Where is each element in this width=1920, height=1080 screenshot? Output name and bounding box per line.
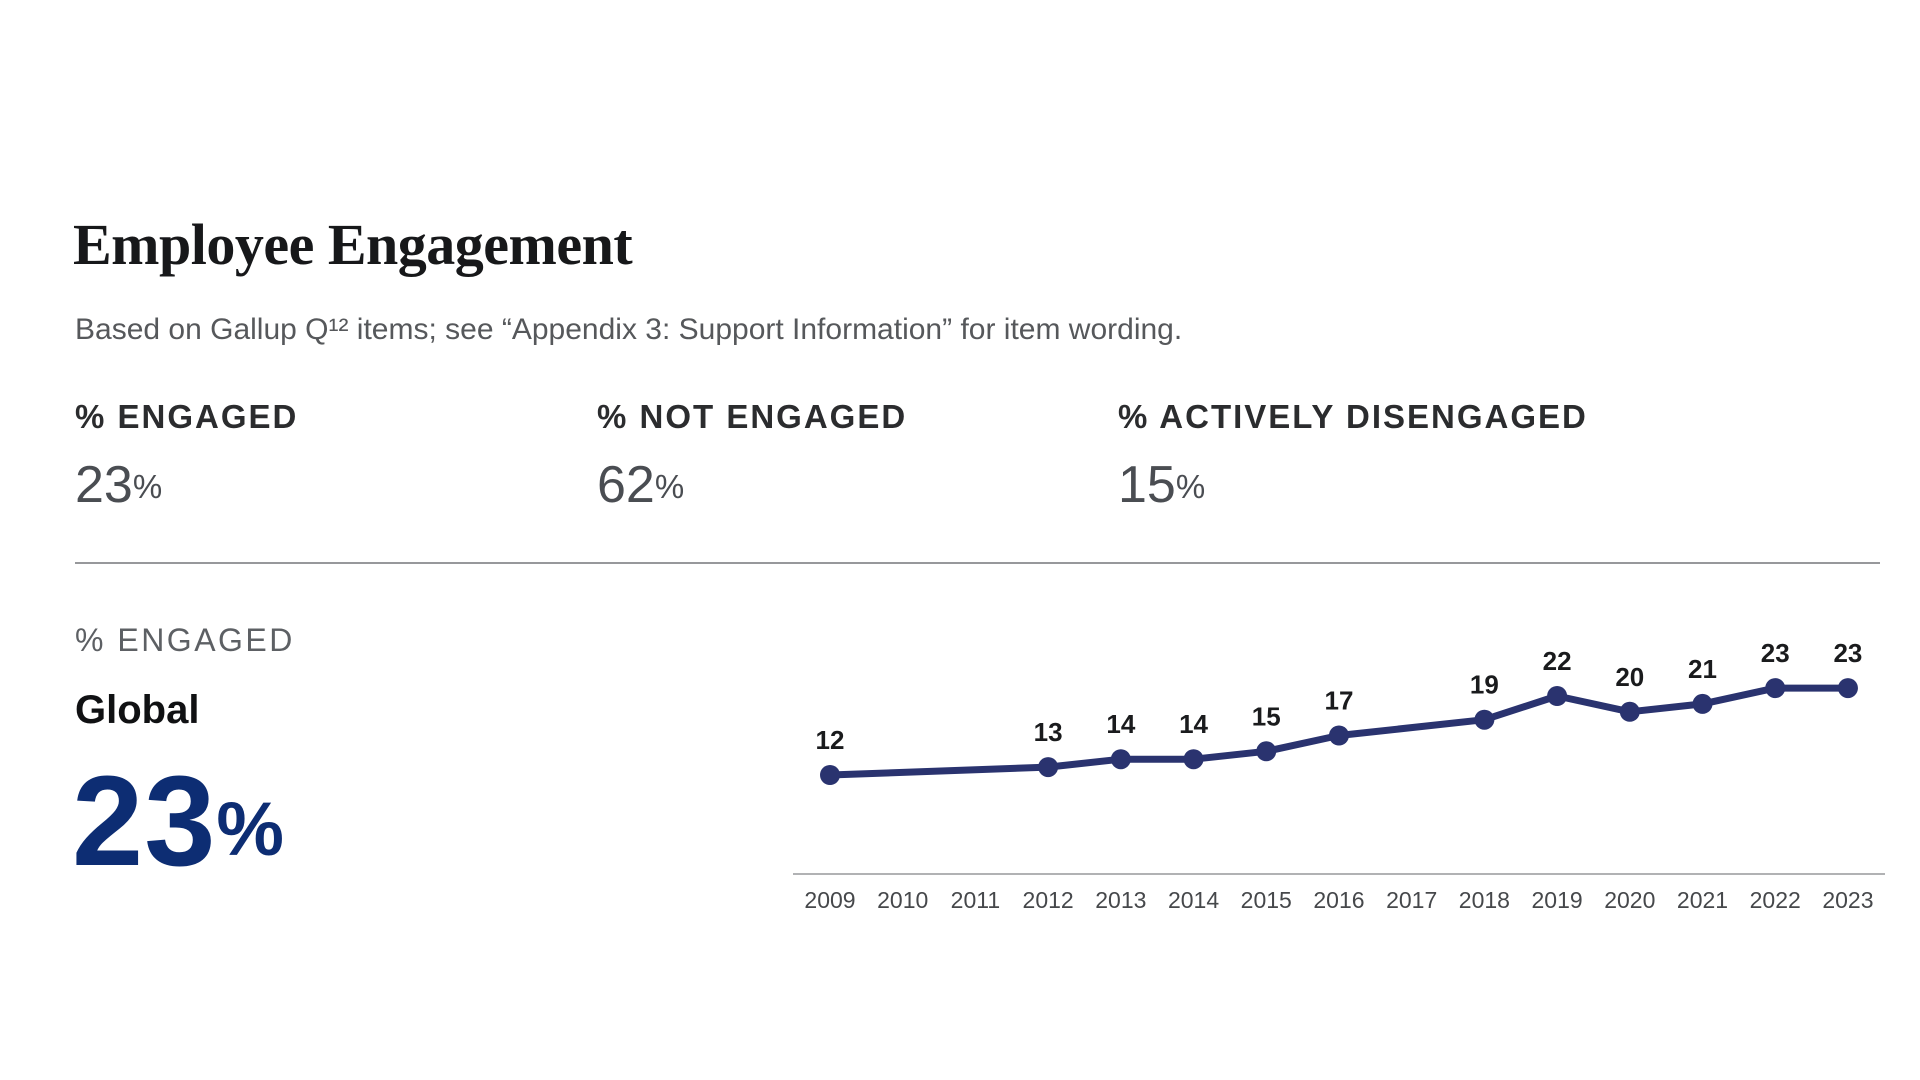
chart-section-label: % ENGAGED [75, 622, 295, 658]
data-point-2020 [1619, 701, 1640, 722]
year-tick-2023: 2023 [1822, 887, 1873, 913]
stat-not-engaged: % NOT ENGAGED 62% [597, 398, 908, 516]
global-engagement-big-value: 23% [72, 758, 284, 886]
year-tick-2014: 2014 [1168, 887, 1219, 913]
data-point-2015 [1256, 741, 1277, 762]
stat-actively-disengaged-unit: % [1175, 468, 1206, 506]
data-label-2012: 13 [1034, 717, 1063, 747]
stat-not-engaged-unit: % [654, 468, 685, 506]
data-label-2018: 19 [1470, 670, 1499, 700]
data-point-2012 [1038, 757, 1059, 778]
engagement-line [826, 684, 1852, 779]
data-label-2013: 14 [1106, 709, 1135, 739]
year-tick-2013: 2013 [1095, 887, 1146, 913]
data-label-2009: 12 [816, 725, 845, 755]
year-tick-2020: 2020 [1604, 887, 1655, 913]
data-point-2013 [1110, 749, 1131, 770]
year-tick-2017: 2017 [1386, 887, 1437, 913]
stat-not-engaged-label: % NOT ENGAGED [597, 398, 908, 435]
engagement-line-chart: 2009 2010 2011 2012 2013 2014 2015 2016 2017 2018… [770, 630, 1920, 930]
section-divider [75, 562, 1880, 564]
stat-engaged-value: 23% [75, 456, 298, 516]
data-point-2014 [1183, 749, 1204, 770]
data-label-2019: 22 [1543, 646, 1572, 676]
year-tick-2018: 2018 [1459, 887, 1510, 913]
engagement-line-chart-svg: 2009 2010 2011 2012 2013 2014 2015 2016 2017 2018… [793, 638, 1885, 913]
stat-not-engaged-value: 62% [597, 456, 907, 516]
stat-actively-disengaged-label: % ACTIVELY DISENGAGED [1118, 398, 1588, 435]
data-point-2019 [1547, 686, 1568, 706]
stat-not-engaged-number: 62 [597, 456, 655, 515]
data-label-2015: 15 [1252, 701, 1281, 731]
data-label-2022: 23 [1761, 638, 1790, 668]
year-tick-2011: 2011 [951, 887, 1000, 913]
stat-engaged-number: 23 [75, 456, 133, 515]
year-tick-2021: 2021 [1677, 887, 1728, 913]
year-tick-2016: 2016 [1313, 887, 1364, 913]
page-subtitle: Based on Gallup Q¹² items; see “Appendix… [75, 313, 1183, 346]
data-point-2021 [1692, 693, 1713, 714]
data-point-2009 [820, 765, 840, 785]
data-point-2016 [1328, 725, 1349, 746]
stat-actively-disengaged: % ACTIVELY DISENGAGED 15% [1118, 398, 1588, 516]
stat-engaged: % ENGAGED 23% [75, 398, 299, 516]
page-title: Employee Engagement [73, 212, 633, 277]
data-label-2020: 20 [1615, 662, 1644, 692]
data-point-2022 [1765, 678, 1786, 699]
data-point-2023 [1837, 678, 1858, 699]
stat-engaged-label: % ENGAGED [75, 398, 299, 435]
stat-engaged-unit: % [132, 468, 163, 506]
data-label-2016: 17 [1325, 686, 1354, 716]
year-tick-2019: 2019 [1532, 887, 1583, 913]
data-label-2014: 14 [1179, 709, 1208, 739]
stat-actively-disengaged-number: 15 [1118, 456, 1176, 515]
data-point-2018 [1474, 709, 1495, 730]
stat-actively-disengaged-value: 15% [1118, 456, 1588, 516]
year-tick-2009: 2009 [804, 887, 855, 913]
year-tick-2010: 2010 [877, 887, 928, 913]
data-label-2023: 23 [1833, 638, 1862, 668]
year-tick-2012: 2012 [1023, 887, 1074, 913]
big-value-number: 23 [72, 750, 217, 893]
year-tick-2015: 2015 [1241, 887, 1292, 913]
year-tick-2022: 2022 [1750, 887, 1801, 913]
big-value-unit: % [216, 787, 284, 872]
data-label-2021: 21 [1688, 654, 1717, 684]
series-name-label: Global [75, 688, 200, 732]
